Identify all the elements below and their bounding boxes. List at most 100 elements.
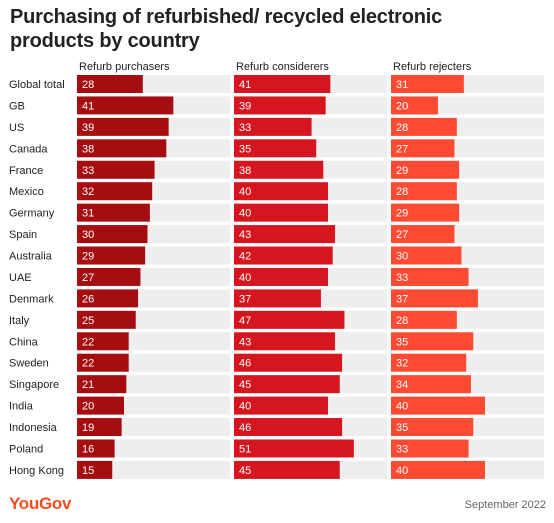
data-label: 29 xyxy=(82,251,94,263)
data-label: 45 xyxy=(239,379,251,391)
category-label: Australia xyxy=(9,251,53,263)
data-label: 15 xyxy=(82,465,94,477)
bar xyxy=(391,396,485,415)
data-label: 25 xyxy=(82,315,94,327)
bar xyxy=(234,396,328,415)
bar xyxy=(234,332,336,351)
data-label: 43 xyxy=(239,229,251,241)
bar xyxy=(391,375,471,394)
category-label: Global total xyxy=(9,79,65,91)
category-label: Canada xyxy=(9,143,48,155)
category-label: GB xyxy=(9,100,25,112)
data-label: 38 xyxy=(82,143,94,155)
data-label: 33 xyxy=(239,122,251,134)
data-label: 45 xyxy=(239,465,251,477)
data-label: 40 xyxy=(239,186,251,198)
bar xyxy=(391,117,457,136)
data-label: 35 xyxy=(396,336,408,348)
series-header: Refurb considerers xyxy=(236,61,329,73)
data-label: 46 xyxy=(239,422,251,434)
bar xyxy=(391,160,460,179)
bar xyxy=(77,75,143,93)
category-label: Denmark xyxy=(9,293,54,305)
data-label: 39 xyxy=(82,122,94,134)
category-label: Sweden xyxy=(9,358,49,370)
bar xyxy=(391,332,474,351)
data-label: 27 xyxy=(82,272,94,284)
bar xyxy=(391,418,474,437)
category-label: UAE xyxy=(9,272,32,284)
data-label: 30 xyxy=(396,251,408,263)
bar xyxy=(234,139,317,158)
bar xyxy=(77,353,129,372)
bar xyxy=(234,310,345,329)
bar xyxy=(391,289,478,308)
category-label: Hong Kong xyxy=(9,465,64,477)
bar-track xyxy=(77,439,230,458)
data-label: 40 xyxy=(239,272,251,284)
bar xyxy=(391,353,467,372)
category-label: Italy xyxy=(9,315,30,327)
data-label: 33 xyxy=(396,443,408,455)
bar xyxy=(77,225,148,244)
data-label: 28 xyxy=(396,122,408,134)
data-label: 33 xyxy=(396,272,408,284)
bar xyxy=(77,396,124,415)
data-label: 30 xyxy=(82,229,94,241)
bar xyxy=(234,375,340,394)
bar xyxy=(234,439,354,458)
data-label: 40 xyxy=(239,401,251,413)
data-label: 32 xyxy=(396,358,408,370)
data-label: 43 xyxy=(239,336,251,348)
category-label: Indonesia xyxy=(9,422,58,434)
yougov-logo: YouGov xyxy=(9,494,72,513)
bar xyxy=(391,75,464,93)
data-label: 29 xyxy=(396,165,408,177)
bar xyxy=(234,182,328,201)
bar xyxy=(234,353,343,372)
bar xyxy=(391,182,457,201)
data-label: 37 xyxy=(239,293,251,305)
bar xyxy=(234,117,312,136)
bar xyxy=(234,267,328,286)
category-label: India xyxy=(9,401,34,413)
data-label: 22 xyxy=(82,336,94,348)
data-label: 27 xyxy=(396,143,408,155)
date-note: September 2022 xyxy=(464,499,546,511)
bar xyxy=(77,460,113,479)
bar xyxy=(77,289,139,308)
data-label: 34 xyxy=(396,379,408,391)
category-label: Mexico xyxy=(9,186,44,198)
data-label: 37 xyxy=(396,293,408,305)
data-label: 28 xyxy=(396,186,408,198)
bar xyxy=(234,246,333,265)
data-label: 19 xyxy=(82,422,94,434)
data-label: 22 xyxy=(82,358,94,370)
data-label: 39 xyxy=(239,100,251,112)
data-label: 42 xyxy=(239,251,251,263)
bar xyxy=(391,96,438,115)
bar xyxy=(234,289,321,308)
data-label: 28 xyxy=(82,79,94,91)
bar xyxy=(77,96,174,115)
data-label: 33 xyxy=(82,165,94,177)
bar xyxy=(391,439,469,458)
data-label: 47 xyxy=(239,315,251,327)
category-label: Singapore xyxy=(9,379,59,391)
bar xyxy=(391,246,462,265)
bar xyxy=(391,203,460,222)
data-label: 20 xyxy=(82,401,94,413)
series-header: Refurb purchasers xyxy=(79,61,170,73)
data-label: 41 xyxy=(82,100,94,112)
bar xyxy=(234,225,336,244)
bar-track xyxy=(77,460,230,479)
bar xyxy=(77,182,153,201)
bar xyxy=(77,267,141,286)
bar xyxy=(234,75,331,93)
category-label: China xyxy=(9,336,39,348)
category-label: US xyxy=(9,122,24,134)
data-label: 28 xyxy=(396,315,408,327)
data-label: 41 xyxy=(239,79,251,91)
data-label: 35 xyxy=(396,422,408,434)
